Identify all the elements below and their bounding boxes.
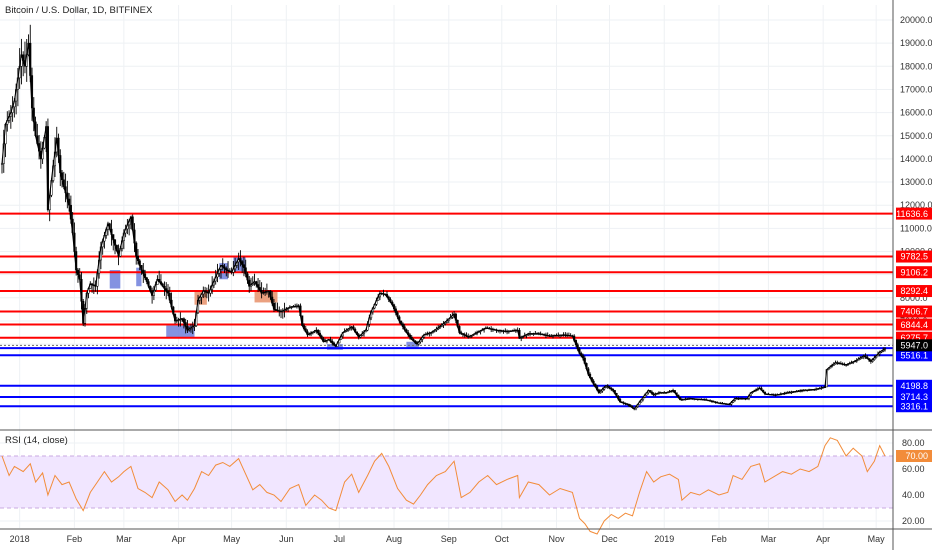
x-tick-label: May — [223, 534, 241, 544]
chart-title: Bitcoin / U.S. Dollar, 1D, BITFINEX — [5, 5, 153, 16]
x-tick-label: Jun — [279, 534, 294, 544]
highlight-box-blue — [136, 267, 142, 287]
rsi-layer — [0, 429, 932, 535]
x-tick-label: Oct — [495, 534, 510, 544]
candle-layer — [0, 24, 887, 411]
y-tick-label: 11000.0 — [900, 223, 932, 233]
support-label-bg — [896, 349, 932, 362]
y-tick-label: 13000.0 — [900, 177, 932, 187]
resistance-label-bg — [896, 305, 932, 318]
y-tick-label: 18000.0 — [900, 61, 932, 71]
resistance-label: 6275.7 — [900, 333, 928, 343]
price-line — [1, 43, 886, 410]
rsi-band — [0, 456, 893, 508]
x-tick-label: 2018 — [10, 534, 30, 544]
resistance-label: 7406.7 — [900, 307, 928, 317]
x-tick-label: Nov — [549, 534, 566, 544]
rsi-tick-label: 40.00 — [902, 490, 925, 500]
y-tick-label: 19000.0 — [900, 38, 932, 48]
support-label: 4198.8 — [900, 381, 928, 391]
support-label: 5516.1 — [900, 351, 928, 361]
resistance-label-bg — [896, 285, 932, 298]
x-tick-label: Dec — [601, 534, 618, 544]
support-label-bg — [896, 391, 932, 404]
rsi-current-bg — [896, 450, 932, 462]
current-price-label-bg — [896, 339, 932, 352]
candle-body — [0, 163, 4, 165]
resistance-label: 9106.2 — [900, 267, 928, 277]
x-tick-label: Feb — [711, 534, 727, 544]
support-label-bg — [896, 379, 932, 392]
rsi-current-label: 70.00 — [905, 451, 928, 461]
x-tick-label: Mar — [761, 534, 777, 544]
rsi-tick-label: 60.00 — [902, 464, 925, 474]
y-tick-label: 15000.0 — [900, 131, 932, 141]
resistance-label: 8292.4 — [900, 286, 928, 296]
highlight-box-blue — [109, 270, 121, 289]
x-tick-label: May — [868, 534, 886, 544]
rsi-line — [1, 437, 886, 535]
x-tick-label: Apr — [172, 534, 186, 544]
resistance-label-bg — [896, 250, 932, 263]
support-label: 3714.3 — [900, 392, 928, 402]
resistance-label: 11636.6 — [896, 209, 928, 219]
x-tick-label: 2019 — [654, 534, 674, 544]
level-layer — [0, 212, 893, 408]
support-label: 3316.1 — [900, 401, 928, 411]
highlight-box-blue — [166, 325, 195, 338]
rsi-tick-label: 20.00 — [902, 516, 925, 526]
y-tick-label: 20000.0 — [900, 15, 932, 25]
rsi-tick-label: 80.00 — [902, 438, 925, 448]
y-tick-label: 14000.0 — [900, 154, 932, 164]
x-tick-label: Feb — [67, 534, 83, 544]
x-tick-label: Apr — [816, 534, 830, 544]
highlight-box-blue — [219, 263, 229, 280]
resistance-label: 6844.4 — [900, 320, 928, 330]
highlight-box-orange — [254, 290, 278, 303]
y-tick-label: 12000.0 — [900, 200, 932, 210]
current-price-label: 5947.0 — [900, 341, 928, 351]
resistance-label-bg — [896, 207, 932, 220]
resistance-label-bg — [896, 266, 932, 279]
x-tick-label: Jul — [334, 534, 346, 544]
y-tick-label: 8000.0 — [900, 293, 928, 303]
y-tick-label: 17000.0 — [900, 84, 932, 94]
resistance-label: 9782.5 — [900, 252, 928, 262]
rsi-title: RSI (14, close) — [5, 435, 68, 446]
support-label-bg — [896, 400, 932, 413]
x-tick-label: Aug — [386, 534, 402, 544]
y-tick-label: 16000.0 — [900, 108, 932, 118]
resistance-label-bg — [896, 318, 932, 331]
x-tick-label: Sep — [441, 534, 457, 544]
x-tick-label: Mar — [116, 534, 132, 544]
highlight-box-blue — [326, 344, 343, 350]
